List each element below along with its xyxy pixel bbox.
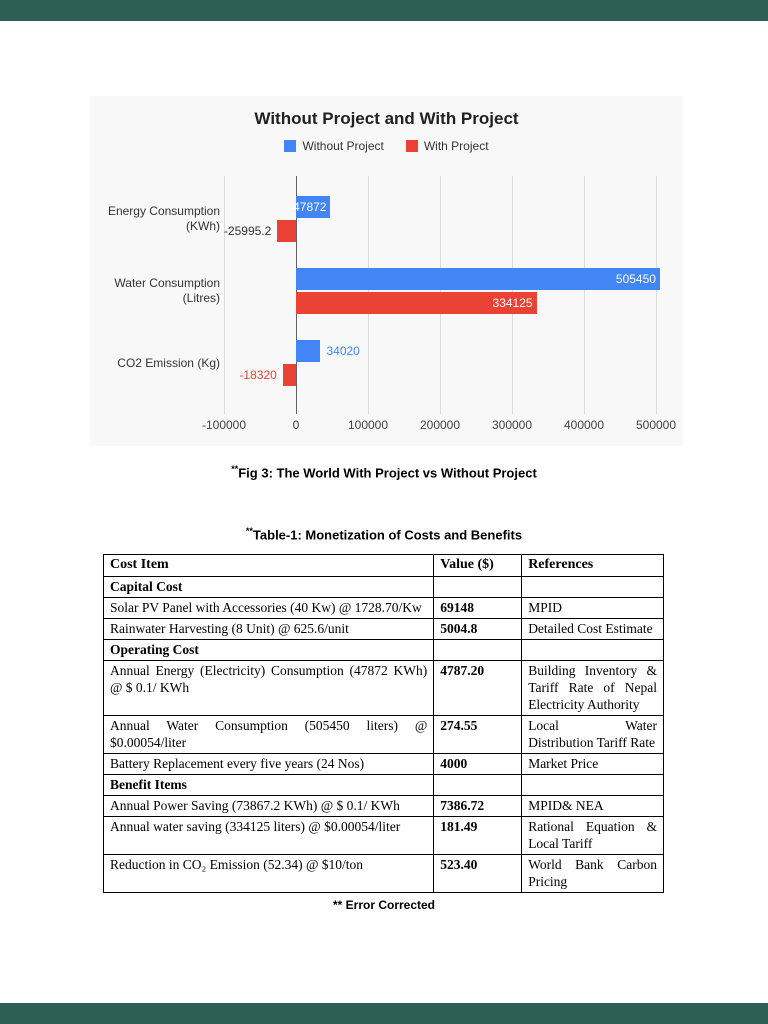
gridline [224, 176, 225, 414]
legend-item-without-project: Without Project [284, 139, 384, 153]
chart-title: Without Project and With Project [254, 109, 519, 128]
cell-cost-item: Annual water saving (334125 liters) @ $0… [102, 815, 435, 855]
section-row: Operating Cost [102, 638, 664, 661]
cell-cost-item: Solar PV Panel with Accessories (40 Kw) … [102, 596, 435, 619]
table-row: Battery Replacement every five years (24… [102, 752, 664, 775]
cell-value: 4787.20 [433, 659, 523, 716]
cell-cost-item: Capital Cost [102, 575, 435, 598]
x-tick-label: 300000 [491, 418, 533, 432]
header-value: Value ($) [433, 554, 523, 577]
cost-table-body: Capital Cost Solar PV Panel with Accessor… [102, 575, 664, 893]
header-cost-item: Cost Item [102, 554, 435, 577]
cost-table-section: Cost Item Value ($) References Capital C… [102, 554, 665, 912]
category-label: Water Consumption (Litres) [114, 276, 220, 305]
bar-without-project [296, 268, 660, 290]
table-header-row: Cost Item Value ($) References [102, 554, 664, 577]
cell-cost-item: Annual Water Consumption (505450 liters)… [102, 714, 435, 754]
x-tick-label: 100000 [347, 418, 389, 432]
cell-value [433, 575, 523, 598]
x-tick-label: 400000 [563, 418, 605, 432]
section-row: Capital Cost [102, 575, 664, 598]
table-row: Annual Energy (Electricity) Consumption … [102, 659, 664, 716]
legend-swatch-without-project [284, 140, 297, 152]
table-row: Rainwater Harvesting (8 Unit) @ 625.6/un… [102, 617, 664, 640]
figure-caption: **Fig 3: The World With Project vs Witho… [0, 464, 768, 480]
cell-references: MPID& NEA [521, 794, 664, 817]
bar-value-label: 334125 [492, 296, 533, 310]
cell-value: 4000 [433, 752, 523, 775]
cell-cost-item: Rainwater Harvesting (8 Unit) @ 625.6/un… [102, 617, 435, 640]
cell-references: MPID [521, 596, 664, 619]
header-references: References [521, 554, 664, 577]
legend-swatch-with-project [405, 140, 418, 152]
cell-cost-item: Reduction in CO₂ Emission (52.34) @ $10/… [102, 853, 435, 893]
bar-value-label: 34020 [326, 344, 360, 358]
legend-item-with-project: With Project [405, 139, 489, 153]
x-tick-label: -100000 [201, 418, 247, 432]
cell-cost-item: Benefit Items [102, 773, 435, 796]
cell-references: World Bank Carbon Pricing [521, 853, 664, 893]
bar-chart: Without Project and With Project Without… [90, 96, 683, 446]
cell-value: 7386.72 [433, 794, 523, 817]
bar-value-label: -25995.2 [223, 224, 272, 238]
bar-value-label: 505450 [615, 272, 656, 286]
x-tick-label: 0 [292, 418, 300, 432]
cell-references: Detailed Cost Estimate [521, 617, 664, 640]
bar-with-project [282, 364, 296, 386]
table-row: Solar PV Panel with Accessories (40 Kw) … [102, 596, 664, 619]
x-tick-label: 200000 [419, 418, 461, 432]
cell-references: Local Water Distribution Tariff Rate [521, 714, 664, 754]
cell-references: Building Inventory & Tariff Rate of Nepa… [521, 659, 664, 716]
gridline [584, 176, 585, 414]
cell-cost-item: Battery Replacement every five years (24… [102, 752, 435, 775]
table-row: Annual Power Saving (73867.2 KWh) @ $ 0.… [102, 794, 664, 817]
legend-label-with-project: With Project [423, 139, 489, 153]
error-corrected-note: ** Error Corrected [332, 897, 436, 912]
bar-without-project [296, 196, 331, 218]
viewer-bottom-bar [0, 1003, 768, 1024]
category-label: Energy Consumption (KWh) [107, 204, 220, 233]
table-caption-text: Table-1: Monetization of Costs and Benef… [252, 527, 523, 543]
section-row: Benefit Items [102, 773, 664, 796]
bar-with-project [296, 292, 537, 314]
viewer-top-bar [0, 0, 768, 21]
category-label: CO2 Emission (Kg) [117, 355, 220, 370]
legend-label-without-project: Without Project [302, 139, 384, 153]
cell-cost-item: Operating Cost [102, 638, 435, 661]
bar-value-label: -18320 [239, 368, 277, 382]
bar-without-project [296, 340, 321, 362]
cost-table: Cost Item Value ($) References Capital C… [102, 554, 664, 893]
cell-references [521, 638, 664, 661]
gridline [656, 176, 657, 414]
cell-value: 181.49 [433, 815, 523, 855]
figure-caption-text: Fig 3: The World With Project vs Without… [238, 465, 537, 481]
bar-with-project [277, 220, 296, 242]
table-caption-marker: ** [245, 526, 253, 536]
cell-value: 5004.8 [433, 617, 523, 640]
x-tick-label: 500000 [635, 418, 677, 432]
table-row: Annual Water Consumption (505450 liters)… [102, 714, 664, 754]
cell-value: 69148 [433, 596, 523, 619]
table-row: Reduction in CO₂ Emission (52.34) @ $10/… [102, 853, 664, 893]
chart-legend: Without Project With Project [90, 139, 683, 153]
cell-references [521, 773, 664, 796]
cell-value: 274.55 [433, 714, 523, 754]
cell-value [433, 773, 523, 796]
cell-references: Rational Equation & Local Tariff [521, 815, 664, 855]
table-row: Annual water saving (334125 liters) @ $0… [102, 815, 664, 855]
cell-cost-item: Annual Energy (Electricity) Consumption … [102, 659, 435, 716]
cell-references [521, 575, 664, 598]
cell-value: 523.40 [433, 853, 523, 893]
cell-cost-item: Annual Power Saving (73867.2 KWh) @ $ 0.… [102, 794, 435, 817]
table-caption: **Table-1: Monetization of Costs and Ben… [0, 526, 768, 542]
cell-value [433, 638, 523, 661]
figure-caption-marker: ** [231, 464, 239, 474]
cell-references: Market Price [521, 752, 664, 775]
bar-value-label: 47872 [293, 200, 327, 214]
